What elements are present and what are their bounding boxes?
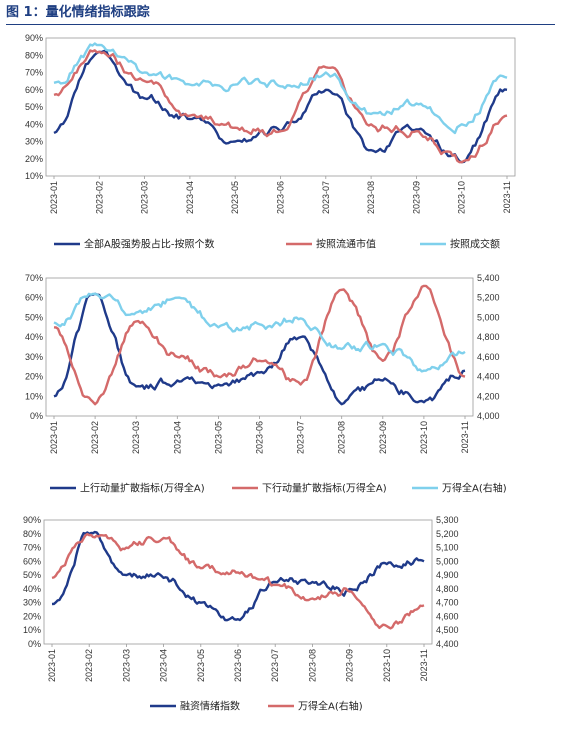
- y-tick-label: 90%: [25, 33, 43, 43]
- chart-strong-stock-ratio: 90% 80% 70% 60% 50% 40% 30% 20% 10% 2023-01 2023-0…: [25, 33, 516, 251]
- y-tick-label: 0%: [30, 411, 43, 421]
- y-tick-label: 70%: [23, 543, 41, 553]
- y2-tick-label: 4,700: [436, 598, 459, 608]
- x-tick-label: 2023-04: [172, 421, 182, 454]
- y2-tick-label: 4,400: [436, 639, 459, 649]
- x-tick-label: 2023-08: [307, 649, 317, 682]
- x-tick-label: 2023-11: [502, 181, 512, 213]
- x-tick-label: 2023-10: [382, 649, 392, 682]
- y2-tick-label: 4,600: [477, 352, 500, 362]
- y2-tick-label: 4,000: [477, 411, 500, 421]
- y2-tick-label: 4,500: [436, 625, 459, 635]
- x-tick-label: 2023-01: [49, 181, 59, 214]
- y-tick-label: 30%: [25, 137, 43, 147]
- x-tick-label: 2023-08: [366, 181, 376, 214]
- legend-label: 按照成交额: [450, 238, 500, 251]
- y2-tick-label: 5,200: [436, 529, 459, 539]
- y2-tick-label: 5,100: [436, 543, 459, 553]
- x-tick-label: 2023-07: [296, 421, 306, 454]
- y-tick-label: 30%: [25, 352, 43, 362]
- y-tick-label: 20%: [25, 372, 43, 382]
- plot-frame: [43, 519, 433, 645]
- legend-label: 融资情绪指数: [180, 700, 240, 713]
- x-tick-label: 2023-04: [185, 181, 195, 214]
- x-tick-label: 2023-04: [159, 649, 169, 682]
- x-tick-label: 2023-06: [276, 181, 286, 214]
- x-tick-label: 2023-08: [337, 421, 347, 454]
- x-tick-label: 2023-03: [131, 421, 141, 454]
- y2-tick-label: 4,400: [477, 372, 500, 382]
- legend-label: 下行动量扩散指标(万得全A): [262, 482, 387, 495]
- x-tick-label: 2023-09: [378, 421, 388, 454]
- series-line: [51, 530, 425, 622]
- y-tick-label: 40%: [25, 332, 43, 342]
- x-tick-label: 2023-05: [196, 649, 206, 682]
- y-tick-label: 40%: [25, 119, 43, 129]
- legend-label: 按照流通市值: [316, 238, 376, 251]
- y2-tick-label: 5,000: [436, 556, 459, 566]
- series-line: [51, 532, 425, 630]
- y-tick-label: 40%: [23, 584, 41, 594]
- y-tick-label: 10%: [25, 171, 43, 181]
- x-tick-label: 2023-02: [90, 421, 100, 454]
- legend-label: 全部A股强势股占比-按照个数: [84, 238, 214, 251]
- chart-margin-sentiment: 90% 80% 70% 60% 50% 40% 30% 20% 10% 0% 5,300 5,200 5…: [23, 515, 459, 713]
- series-line: [53, 49, 508, 164]
- x-tick-label: 2023-05: [230, 181, 240, 214]
- y-tick-label: 90%: [23, 515, 41, 525]
- x-tick-label: 2023-01: [47, 649, 57, 682]
- x-tick-label: 2023-09: [345, 649, 355, 682]
- y2-tick-label: 4,800: [477, 332, 500, 342]
- y2-tick-label: 4,900: [436, 570, 459, 580]
- y2-tick-label: 4,600: [436, 611, 459, 621]
- y2-tick-label: 5,200: [477, 293, 500, 303]
- y-tick-label: 70%: [25, 68, 43, 78]
- x-tick-label: 2023-07: [321, 181, 331, 214]
- x-tick-label: 2023-11: [419, 649, 429, 681]
- x-tick-label: 2023-02: [94, 181, 104, 214]
- y-tick-label: 60%: [25, 293, 43, 303]
- y2-tick-label: 4,800: [436, 584, 459, 594]
- y-tick-label: 70%: [25, 273, 43, 283]
- x-tick-label: 2023-05: [213, 421, 223, 454]
- x-tick-label: 2023-07: [270, 649, 280, 682]
- series-line: [53, 284, 466, 406]
- chart-momentum-diffusion: 70% 60% 50% 40% 30% 20% 10% 0% 5,400 5,200 5,000 4,…: [25, 273, 507, 495]
- x-tick-label: 2023-06: [255, 421, 265, 454]
- y-tick-label: 60%: [25, 85, 43, 95]
- y-tick-label: 30%: [23, 598, 41, 608]
- y-tick-label: 50%: [25, 312, 43, 322]
- legend-label: 万得全A(右轴): [298, 700, 363, 713]
- x-tick-label: 2023-11: [460, 421, 470, 453]
- y-tick-label: 80%: [25, 50, 43, 60]
- y-tick-label: 20%: [25, 154, 43, 164]
- x-tick-label: 2023-10: [457, 181, 467, 214]
- y-tick-label: 10%: [25, 391, 43, 401]
- x-tick-label: 2023-02: [84, 649, 94, 682]
- y2-tick-label: 5,000: [477, 312, 500, 322]
- y-tick-label: 50%: [25, 102, 43, 112]
- y-tick-label: 0%: [28, 639, 41, 649]
- legend-label: 万得全A(右轴): [442, 482, 507, 495]
- y2-tick-label: 5,400: [477, 273, 500, 283]
- y-tick-label: 50%: [23, 570, 41, 580]
- legend-label: 上行动量扩散指标(万得全A): [80, 482, 205, 495]
- x-tick-label: 2023-01: [49, 421, 59, 454]
- y-tick-label: 80%: [23, 529, 41, 539]
- series-line: [53, 292, 466, 373]
- x-tick-label: 2023-09: [411, 181, 421, 214]
- y2-tick-label: 5,300: [436, 515, 459, 525]
- y-tick-label: 60%: [23, 556, 41, 566]
- x-tick-label: 2023-10: [419, 421, 429, 454]
- y-tick-label: 20%: [23, 611, 41, 621]
- x-tick-label: 2023-03: [121, 649, 131, 682]
- y-tick-label: 10%: [23, 625, 41, 635]
- x-tick-label: 2023-03: [140, 181, 150, 214]
- figure-title: 图 1：量化情绪指标跟踪: [6, 4, 555, 25]
- series-line: [53, 292, 466, 406]
- series-line: [53, 42, 508, 135]
- y2-tick-label: 4,200: [477, 391, 500, 401]
- x-tick-label: 2023-06: [233, 649, 243, 682]
